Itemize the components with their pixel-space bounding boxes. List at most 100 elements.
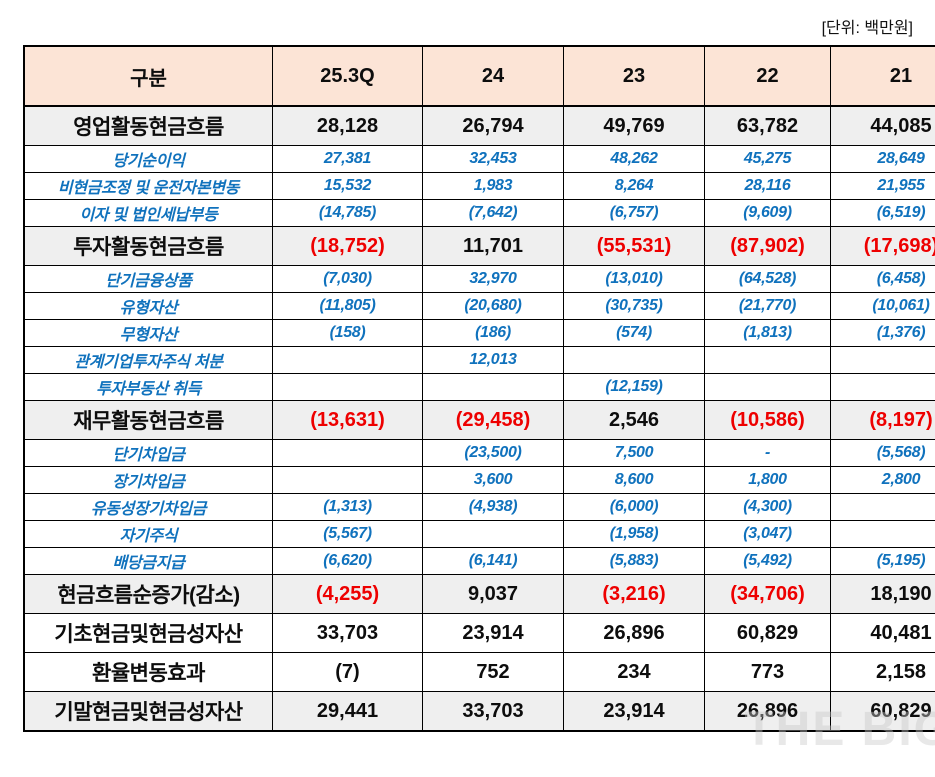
- cell-value: (55,531): [563, 226, 705, 266]
- table-row: 기말현금및현금성자산 29,441 33,703 23,914 26,896 60,829: [23, 691, 935, 732]
- cell-value: (1,313): [272, 493, 423, 521]
- cell-value: 773: [704, 652, 831, 692]
- row-label: 영업활동현금흐름: [23, 105, 273, 146]
- cell-value: (34,706): [704, 574, 831, 614]
- cell-value: (186): [422, 319, 564, 347]
- cell-value: (18,752): [272, 226, 423, 266]
- cell-value: 60,829: [704, 613, 831, 653]
- cell-value: 33,703: [422, 691, 564, 732]
- cell-value: [830, 520, 935, 548]
- cell-value: (6,458): [830, 265, 935, 293]
- table-row: 당기순이익 27,381 32,453 48,262 45,275 28,649: [23, 145, 935, 173]
- header-row: 구분 25.3Q 24 23 22 21: [23, 45, 935, 107]
- cell-value: 752: [422, 652, 564, 692]
- cell-value: (29,458): [422, 400, 564, 440]
- cell-value: (3,047): [704, 520, 831, 548]
- cell-value: 28,116: [704, 172, 831, 200]
- table-row: 기초현금및현금성자산 33,703 23,914 26,896 60,829 40,481: [23, 613, 935, 653]
- cell-value: 26,896: [563, 613, 705, 653]
- cell-value: (5,883): [563, 547, 705, 575]
- cell-value: 48,262: [563, 145, 705, 173]
- cell-value: 15,532: [272, 172, 423, 200]
- table-row: 유형자산 (11,805) (20,680) (30,735) (21,770) (10,…: [23, 292, 935, 320]
- cell-value: 8,264: [563, 172, 705, 200]
- cell-value: 234: [563, 652, 705, 692]
- cell-value: (6,000): [563, 493, 705, 521]
- cell-value: [704, 373, 831, 401]
- cell-value: 23,914: [563, 691, 705, 732]
- cell-value: 11,701: [422, 226, 564, 266]
- cell-value: 32,970: [422, 265, 564, 293]
- cell-value: 2,158: [830, 652, 935, 692]
- cell-value: 7,500: [563, 439, 705, 467]
- cell-value: (5,568): [830, 439, 935, 467]
- table-row: 단기금융상품 (7,030) 32,970 (13,010) (64,528) (6,45…: [23, 265, 935, 293]
- cell-value: 63,782: [704, 105, 831, 146]
- cell-value: 3,600: [422, 466, 564, 494]
- cell-value: (30,735): [563, 292, 705, 320]
- cell-value: (64,528): [704, 265, 831, 293]
- cell-value: 33,703: [272, 613, 423, 653]
- cell-value: (10,061): [830, 292, 935, 320]
- row-label: 배당금지급: [23, 547, 273, 575]
- table-row: 재무활동현금흐름 (13,631) (29,458) 2,546 (10,586) (8,…: [23, 400, 935, 440]
- cell-value: (1,813): [704, 319, 831, 347]
- column-header: 24: [422, 45, 564, 107]
- cell-value: (5,195): [830, 547, 935, 575]
- cell-value: -: [704, 439, 831, 467]
- cell-value: (7,030): [272, 265, 423, 293]
- cell-value: (12,159): [563, 373, 705, 401]
- cell-value: 49,769: [563, 105, 705, 146]
- cashflow-table: 구분 25.3Q 24 23 22 21 영업활동현금흐름 28,128 26,794 49,7…: [23, 45, 935, 732]
- cell-value: (6,519): [830, 199, 935, 227]
- row-label: 단기금융상품: [23, 265, 273, 293]
- row-label: 당기순이익: [23, 145, 273, 173]
- cell-value: (7,642): [422, 199, 564, 227]
- row-label: 관계기업투자주식 처분: [23, 346, 273, 374]
- cell-value: 27,381: [272, 145, 423, 173]
- cell-value: (9,609): [704, 199, 831, 227]
- cell-value: (7): [272, 652, 423, 692]
- cell-value: (13,631): [272, 400, 423, 440]
- table-row: 유동성장기차입금 (1,313) (4,938) (6,000) (4,300): [23, 493, 935, 521]
- row-label: 단기차입금: [23, 439, 273, 467]
- cell-value: 8,600: [563, 466, 705, 494]
- table-row: 투자활동현금흐름 (18,752) 11,701 (55,531) (87,902) (1…: [23, 226, 935, 266]
- row-label: 기말현금및현금성자산: [23, 691, 273, 732]
- cell-value: 60,829: [830, 691, 935, 732]
- cell-value: [272, 346, 423, 374]
- cell-value: 45,275: [704, 145, 831, 173]
- cell-value: (158): [272, 319, 423, 347]
- table-row: 장기차입금 3,600 8,600 1,800 2,800: [23, 466, 935, 494]
- row-label: 유형자산: [23, 292, 273, 320]
- cell-value: 28,649: [830, 145, 935, 173]
- cell-value: (11,805): [272, 292, 423, 320]
- row-label: 유동성장기차입금: [23, 493, 273, 521]
- cell-value: 29,441: [272, 691, 423, 732]
- cell-value: 9,037: [422, 574, 564, 614]
- cell-value: 21,955: [830, 172, 935, 200]
- row-label: 투자부동산 취득: [23, 373, 273, 401]
- cell-value: [272, 439, 423, 467]
- cell-value: 23,914: [422, 613, 564, 653]
- cell-value: (17,698): [830, 226, 935, 266]
- table-row: 이자 및 법인세납부등 (14,785) (7,642) (6,757) (9,609)…: [23, 199, 935, 227]
- cell-value: (4,255): [272, 574, 423, 614]
- cell-value: (13,010): [563, 265, 705, 293]
- cell-value: (23,500): [422, 439, 564, 467]
- cell-value: (6,620): [272, 547, 423, 575]
- cell-value: (3,216): [563, 574, 705, 614]
- column-header: 23: [563, 45, 705, 107]
- table-row: 단기차입금 (23,500) 7,500- (5,568): [23, 439, 935, 467]
- cell-value: [422, 520, 564, 548]
- cell-value: 32,453: [422, 145, 564, 173]
- table-row: 비현금조정 및 운전자본변동 15,532 1,983 8,264 28,116 21,9…: [23, 172, 935, 200]
- row-label: 환율변동효과: [23, 652, 273, 692]
- row-label: 재무활동현금흐름: [23, 400, 273, 440]
- row-label: 이자 및 법인세납부등: [23, 199, 273, 227]
- cell-value: [272, 466, 423, 494]
- cell-value: [830, 346, 935, 374]
- cell-value: 26,896: [704, 691, 831, 732]
- cell-value: 28,128: [272, 105, 423, 146]
- cell-value: 12,013: [422, 346, 564, 374]
